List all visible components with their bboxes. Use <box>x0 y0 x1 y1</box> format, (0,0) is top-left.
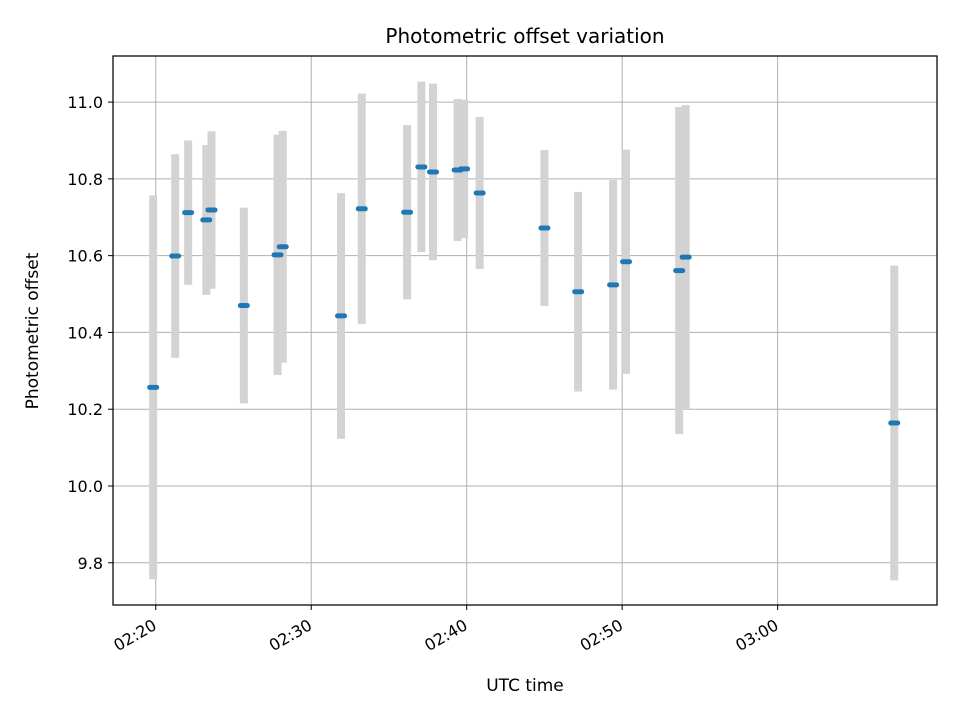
data-point <box>458 166 471 172</box>
y-tick-label: 10.6 <box>67 247 103 266</box>
data-point <box>401 209 414 215</box>
y-axis-label: Photometric offset <box>23 252 43 409</box>
plot-frame <box>112 55 938 606</box>
data-point <box>335 313 348 319</box>
x-tick-label: 03:00 <box>732 615 781 655</box>
x-tick-label: 02:40 <box>421 615 470 655</box>
y-tick-label: 10.4 <box>67 323 103 342</box>
data-point <box>620 259 633 265</box>
data-point <box>473 190 486 196</box>
data-point <box>888 420 901 426</box>
x-tick-label: 02:30 <box>266 615 315 655</box>
data-point <box>276 244 289 250</box>
data-point <box>147 384 160 390</box>
x-tick-label: 02:50 <box>577 615 626 655</box>
data-point <box>572 289 585 295</box>
grid <box>113 56 937 605</box>
data-point <box>205 207 218 213</box>
y-tick-label: 10.8 <box>67 170 103 189</box>
y-tick-label: 9.8 <box>78 554 103 573</box>
y-tick-label: 10.0 <box>67 477 103 496</box>
data-point <box>169 253 182 259</box>
data-point <box>355 206 368 212</box>
data-point <box>271 252 284 258</box>
data-point <box>200 217 213 223</box>
error-bars <box>149 81 899 581</box>
data-point <box>673 268 686 274</box>
data-points <box>147 164 901 426</box>
data-point <box>538 225 551 231</box>
data-point <box>415 164 428 170</box>
data-point <box>679 254 692 260</box>
data-point <box>182 210 195 216</box>
chart-title: Photometric offset variation <box>385 24 664 48</box>
data-point <box>607 282 620 288</box>
x-tick-label: 02:20 <box>110 615 159 655</box>
y-tick-label: 10.2 <box>67 400 103 419</box>
y-tick-label: 11.0 <box>67 93 103 112</box>
x-axis-label: UTC time <box>486 676 564 696</box>
data-point <box>427 169 440 175</box>
data-point <box>237 303 250 309</box>
